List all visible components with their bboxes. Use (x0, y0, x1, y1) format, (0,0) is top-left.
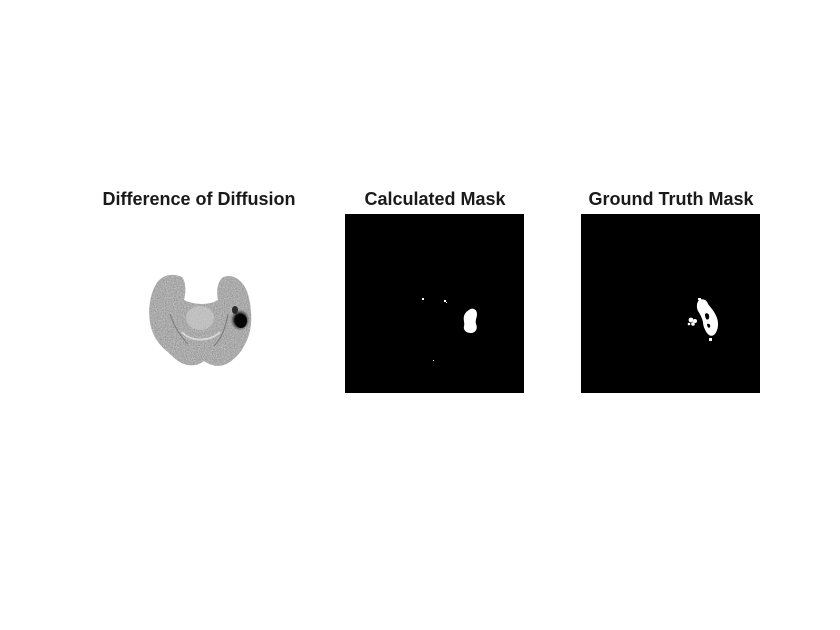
panel-title-ground-truth-mask: Ground Truth Mask (588, 189, 754, 209)
calculated-mask-image (345, 214, 524, 393)
brain-slice (149, 274, 252, 366)
ground-truth-mask-region (687, 298, 719, 341)
panel-ground-truth-mask: Ground Truth Mask (551, 188, 791, 398)
panel-calculated-mask: Calculated Mask (315, 188, 555, 398)
brain-diffusion-image (110, 214, 289, 393)
panel-difference-of-diffusion: Difference of Diffusion (79, 188, 319, 398)
calculated-mask-svg (345, 214, 524, 393)
ground-truth-mask-svg (581, 214, 760, 393)
calculated-mask-region (422, 298, 477, 361)
ground-truth-mask-image (581, 214, 760, 393)
brain-diffusion-svg (149, 274, 252, 366)
panel-title-calculated-mask: Calculated Mask (364, 189, 506, 209)
panel-title-difference-of-diffusion: Difference of Diffusion (102, 189, 296, 209)
